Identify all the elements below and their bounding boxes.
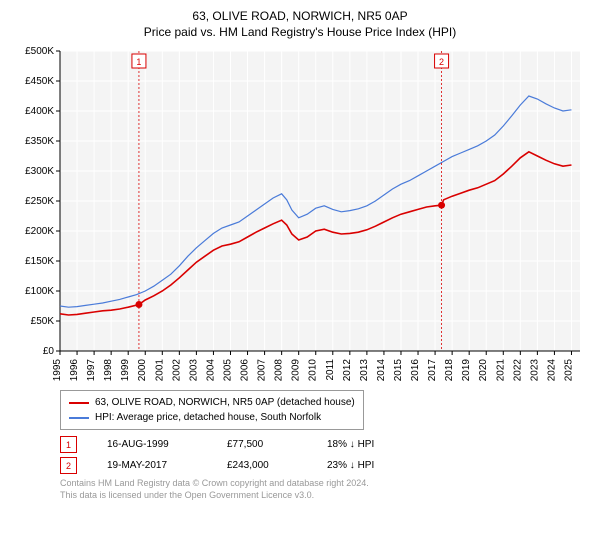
svg-text:£150K: £150K [25,256,54,267]
transaction-delta: 23% ↓ HPI [327,460,374,471]
legend: 63, OLIVE ROAD, NORWICH, NR5 0AP (detach… [60,390,364,430]
svg-text:2016: 2016 [410,359,421,382]
svg-text:2008: 2008 [274,359,285,382]
svg-text:2010: 2010 [308,359,319,382]
svg-text:£350K: £350K [25,136,54,147]
legend-label-hpi: HPI: Average price, detached house, Sout… [95,410,321,425]
svg-text:£50K: £50K [31,316,55,327]
svg-text:2004: 2004 [205,359,216,382]
svg-text:1995: 1995 [52,359,63,382]
svg-text:2014: 2014 [376,359,387,382]
svg-text:£200K: £200K [25,226,54,237]
title-line1: 63, OLIVE ROAD, NORWICH, NR5 0AP [10,8,590,24]
chart: £0 £50K £100K £150K £200K £250K £300K £350K £400… [10,46,590,386]
svg-text:2020: 2020 [478,359,489,382]
svg-text:2024: 2024 [546,359,557,382]
transaction-date: 19-MAY-2017 [107,460,197,471]
legend-item-hpi: HPI: Average price, detached house, Sout… [69,410,355,425]
transaction-marker-2: 2 [60,457,77,474]
table-row: 2 19-MAY-2017 £243,000 23% ↓ HPI [60,457,590,474]
svg-text:1999: 1999 [120,359,131,382]
svg-text:2015: 2015 [393,359,404,382]
svg-text:2025: 2025 [563,359,574,382]
legend-label-property: 63, OLIVE ROAD, NORWICH, NR5 0AP (detach… [95,395,355,410]
svg-text:2000: 2000 [137,359,148,382]
svg-text:1996: 1996 [69,359,80,382]
svg-text:£0: £0 [43,346,55,357]
svg-text:2017: 2017 [427,359,438,382]
svg-text:£250K: £250K [25,196,54,207]
svg-text:£300K: £300K [25,166,54,177]
svg-text:2013: 2013 [359,359,370,382]
svg-text:2009: 2009 [291,359,302,382]
chart-title: 63, OLIVE ROAD, NORWICH, NR5 0AP Price p… [10,8,590,40]
table-row: 1 16-AUG-1999 £77,500 18% ↓ HPI [60,436,590,453]
svg-text:2011: 2011 [325,359,336,381]
svg-text:2001: 2001 [154,359,165,382]
svg-text:2021: 2021 [495,359,506,382]
transaction-price: £77,500 [227,439,297,450]
svg-text:1: 1 [136,57,141,67]
svg-text:1998: 1998 [103,359,114,382]
svg-text:2007: 2007 [257,359,268,382]
svg-text:2002: 2002 [171,359,182,382]
footnote: Contains HM Land Registry data © Crown c… [60,478,590,501]
svg-text:2023: 2023 [529,359,540,382]
svg-text:2018: 2018 [444,359,455,382]
transaction-price: £243,000 [227,460,297,471]
svg-text:2: 2 [439,57,444,67]
chart-svg: £0 £50K £100K £150K £200K £250K £300K £350K £400… [10,46,590,386]
svg-text:£500K: £500K [25,46,54,57]
svg-text:2019: 2019 [461,359,472,382]
transaction-delta: 18% ↓ HPI [327,439,374,450]
svg-text:2022: 2022 [512,359,523,382]
legend-swatch-hpi [69,417,89,419]
footnote-line2: This data is licensed under the Open Gov… [60,490,590,502]
transaction-marker-1: 1 [60,436,77,453]
svg-text:£450K: £450K [25,76,54,87]
svg-text:£100K: £100K [25,286,54,297]
svg-text:£400K: £400K [25,106,54,117]
svg-text:1997: 1997 [86,359,97,382]
svg-text:2003: 2003 [188,359,199,382]
footnote-line1: Contains HM Land Registry data © Crown c… [60,478,590,490]
transaction-table: 1 16-AUG-1999 £77,500 18% ↓ HPI 2 19-MAY… [60,436,590,474]
legend-item-property: 63, OLIVE ROAD, NORWICH, NR5 0AP (detach… [69,395,355,410]
transaction-date: 16-AUG-1999 [107,439,197,450]
svg-text:2005: 2005 [222,359,233,382]
svg-text:2012: 2012 [342,359,353,382]
legend-swatch-property [69,402,89,404]
title-line2: Price paid vs. HM Land Registry's House … [10,24,590,40]
svg-text:2006: 2006 [240,359,251,382]
